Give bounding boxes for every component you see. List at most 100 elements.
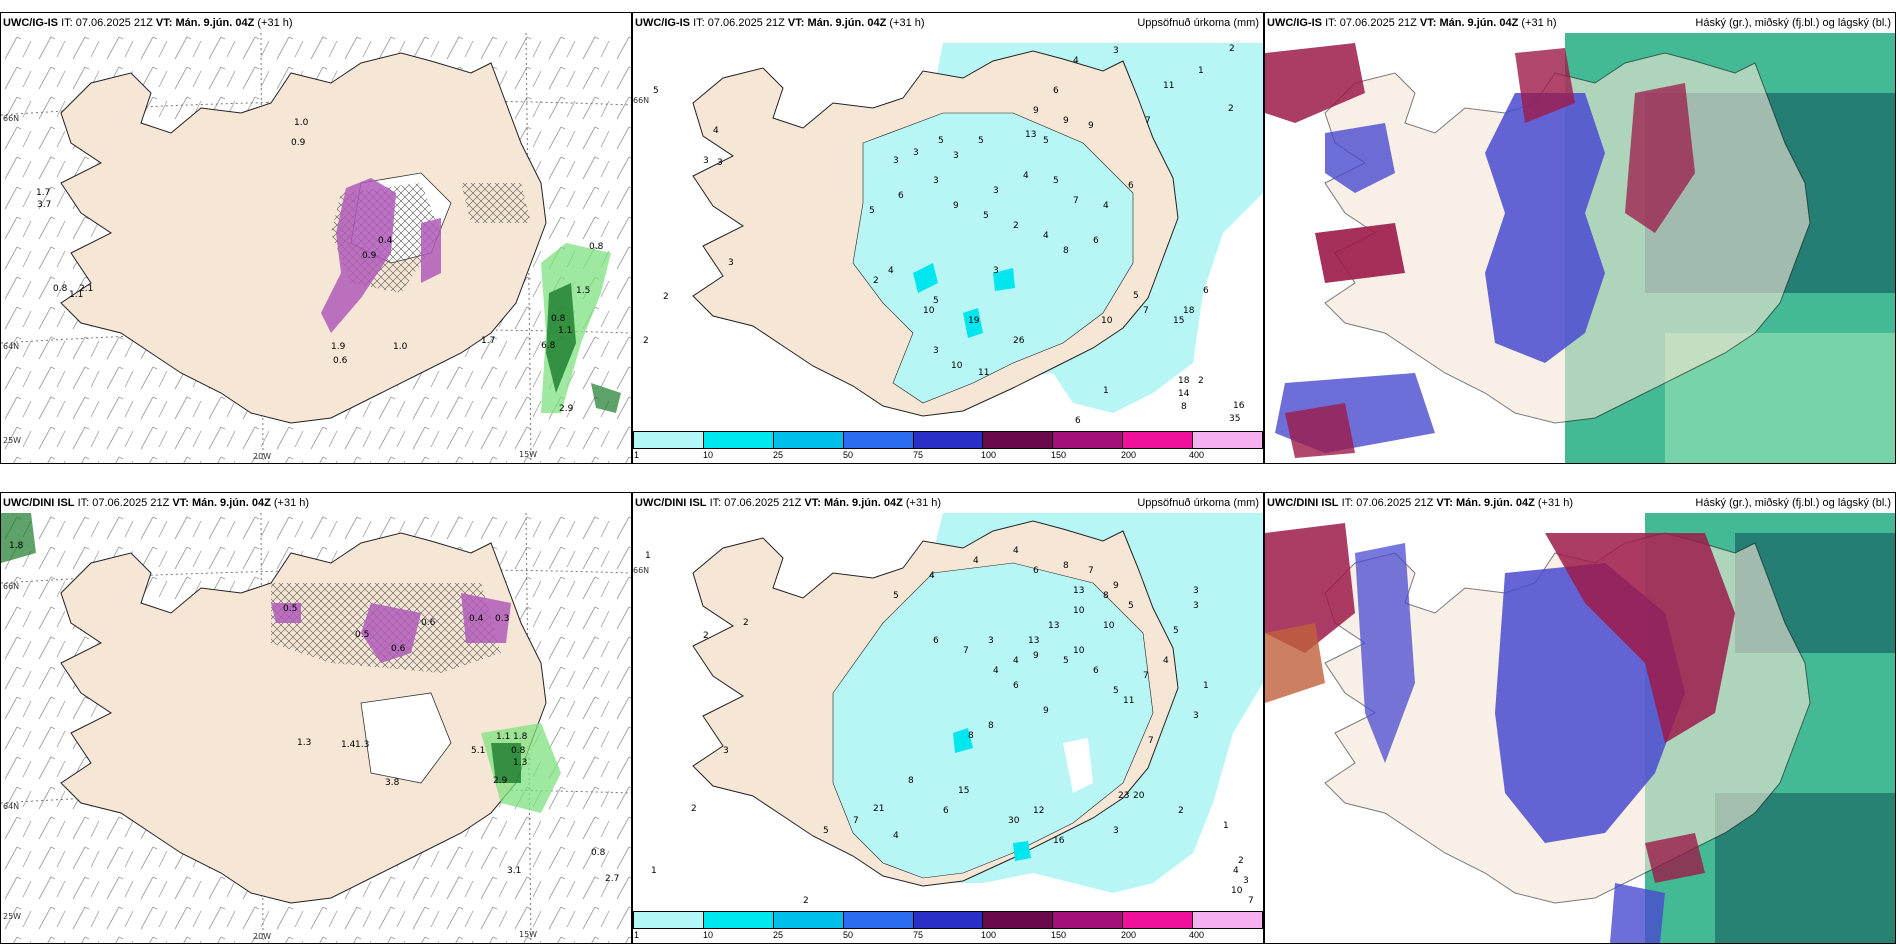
- wind-value: 1.3: [355, 740, 369, 750]
- lon-label: 15W: [519, 450, 537, 459]
- precip-value: 10: [1231, 886, 1243, 896]
- wind-map: 1.8 0.5 0.6 0.4 0.3 0.6 0.5 1.3 1.4 1.3 …: [1, 513, 631, 943]
- colorbar-tick: 1: [634, 450, 640, 460]
- precip-value: 1: [1203, 681, 1209, 691]
- colorbar-tick: 50: [843, 450, 854, 460]
- precip-value: 3: [893, 156, 899, 166]
- colorbar-box: [1053, 912, 1124, 928]
- colorbar-tick: 200: [1121, 930, 1137, 940]
- precip-value: 4: [1013, 656, 1019, 666]
- precip-value: 5: [978, 136, 984, 146]
- precip-mid-blob-3: [993, 268, 1015, 291]
- precip-value: 8: [1063, 561, 1069, 571]
- it-label: IT:: [693, 17, 705, 29]
- lead-time: (+31 h): [273, 497, 310, 509]
- vt-label: VT: Mán. 9.jún. 04Z: [155, 17, 255, 29]
- wind-value: 0.9: [291, 138, 306, 148]
- colorbar-box: [1053, 432, 1124, 448]
- mid-cloud-left: [1355, 543, 1415, 763]
- lat-label: 66N: [633, 96, 649, 105]
- precip-value: 5: [933, 296, 939, 306]
- precip-value: 5: [1128, 601, 1134, 611]
- panel-header: UWC/DINI ISL IT: 07.06.2025 21Z VT: Mán.…: [633, 493, 1263, 513]
- precip-value: 20: [1133, 791, 1145, 801]
- low-cloud-top: [1265, 43, 1365, 123]
- precip-map: 1 2 2 1 5 4 4 4 6 8 13 7 8 9 5 10 10 3 3…: [633, 513, 1263, 906]
- wind-value: 1.1: [69, 290, 83, 300]
- colorbar-tick: 150: [1051, 450, 1067, 460]
- precip-value: 5: [1113, 686, 1119, 696]
- precip-value: 9: [1113, 581, 1119, 591]
- it-label: IT:: [1341, 497, 1354, 509]
- precip-value: 5: [983, 211, 989, 221]
- panel-ig-wind: UWC/IG-IS IT: 07.06.2025 21Z VT: Mán. 9.…: [0, 12, 632, 464]
- precip-value: 9: [1063, 116, 1069, 126]
- precip-value: 1: [1198, 66, 1204, 76]
- precip-value: 6: [898, 191, 904, 201]
- vt-label: VT: Mán. 9.jún. 04Z: [172, 497, 271, 509]
- precip-value: 3: [988, 636, 994, 646]
- precip-value: 6: [1093, 666, 1099, 676]
- model-name: UWC/IG-IS: [635, 17, 690, 29]
- precip-value: 5: [1043, 136, 1049, 146]
- colorbar-tick: 200: [1121, 450, 1137, 460]
- precip-value: 18: [1178, 376, 1190, 386]
- wind-value: 1.1: [558, 326, 572, 336]
- precip-value: 4: [713, 126, 719, 136]
- colorbar-box: [913, 432, 984, 448]
- precip-green-left: [1, 513, 36, 563]
- precip-value: 23: [1118, 791, 1129, 801]
- precip-value: 14: [1178, 389, 1190, 399]
- precip-value: 11: [1123, 696, 1134, 706]
- lon-label: 20W: [253, 452, 271, 461]
- colorbar-box: [1193, 432, 1263, 448]
- precip-value: 15: [1173, 316, 1184, 326]
- iceland-land: [60, 52, 547, 424]
- precip-value: 3: [1113, 826, 1119, 836]
- lead-time: (+31 h): [889, 17, 925, 29]
- map-area: [1265, 33, 1895, 463]
- precip-value: 2: [1198, 376, 1204, 386]
- precip-value: 6: [1033, 566, 1039, 576]
- precip-magenta-2: [421, 218, 441, 283]
- colorbar-box: [913, 912, 984, 928]
- cloud-map: [1265, 33, 1895, 463]
- lon-label: 15W: [519, 930, 537, 939]
- wind-value: 3.7: [37, 200, 51, 210]
- precip-value: 4: [1013, 546, 1019, 556]
- panel-dini-wind: UWC/DINI ISL IT: 07.06.2025 21Z VT: Mán.…: [0, 492, 632, 944]
- wind-value: 1.7: [481, 336, 495, 346]
- colorbar-ticks: 1 10 25 50 75 100 150 200 400: [633, 449, 1263, 461]
- precip-magenta: [361, 603, 421, 663]
- wind-value: 0.6: [421, 618, 436, 628]
- lon-label: 25W: [3, 912, 21, 921]
- precip-value: 2: [1178, 806, 1184, 816]
- precip-value: 6: [1053, 86, 1059, 96]
- precip-value: 7: [1088, 566, 1094, 576]
- precip-value: 8: [988, 721, 994, 731]
- precip-value: 3: [913, 148, 919, 158]
- precip-value: 16: [1053, 836, 1065, 846]
- panel-ig-clouds: UWC/IG-IS IT: 07.06.2025 21Z VT: Mán. 9.…: [1264, 12, 1896, 464]
- precip-value: 2: [743, 618, 749, 628]
- wind-value: 6.8: [541, 341, 556, 351]
- precip-value: 4: [893, 831, 899, 841]
- precip-value: 6: [1203, 286, 1209, 296]
- colorbar-box: [843, 912, 914, 928]
- precip-value: 8: [968, 731, 974, 741]
- panel-header: UWC/DINI ISL IT: 07.06.2025 21Z VT: Mán.…: [1265, 493, 1895, 513]
- colorbar-tick: 150: [1051, 930, 1067, 940]
- precip-value: 15: [958, 786, 969, 796]
- precip-value: 1: [651, 866, 657, 876]
- wind-value: 1.1: [496, 732, 510, 742]
- precip-value: 8: [1063, 246, 1069, 256]
- it-label: IT:: [1325, 17, 1337, 29]
- mid-cloud-bottom: [1610, 883, 1665, 943]
- precip-value: 21: [873, 804, 884, 814]
- wind-value: 3.8: [385, 778, 400, 788]
- glacier-area: [360, 692, 452, 784]
- low-cloud-mid: [1515, 48, 1575, 123]
- precip-value: 2: [703, 631, 709, 641]
- precip-value: 8: [908, 776, 914, 786]
- precip-value: 5: [653, 86, 659, 96]
